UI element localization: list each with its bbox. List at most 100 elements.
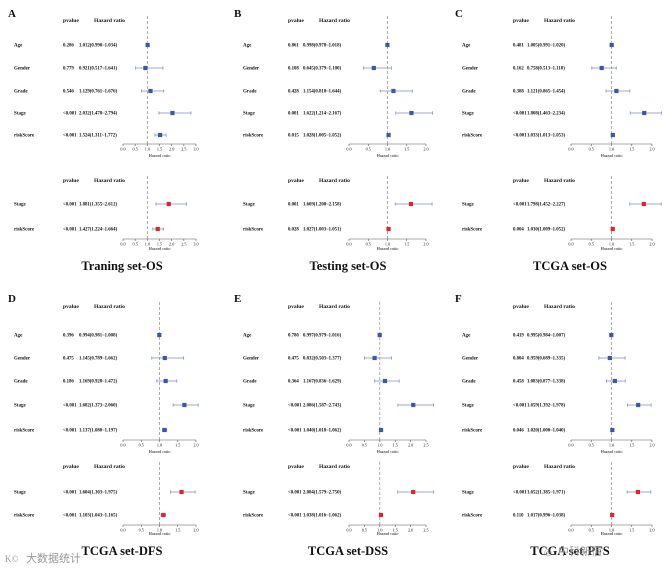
row-label: Stage — [243, 404, 255, 409]
multivariate-forest: pvalue Hazard ratio Stage <0.001 1.652(1.385… — [462, 462, 655, 536]
row-label: Grade — [14, 90, 28, 95]
row-hazard-ratio: 1.121(0.865~1.454) — [527, 90, 565, 95]
x-tick-label: 1.0 — [377, 443, 382, 448]
row-label: riskScore — [462, 134, 483, 139]
x-tick-label: 2.0 — [408, 528, 413, 533]
panel-letter: A — [8, 8, 16, 20]
x-axis-title: Hazard ratio — [149, 246, 172, 251]
row-label: Stage — [14, 404, 26, 409]
pvalue-header: pvalue — [288, 464, 304, 470]
row-pvalue: 0.108 — [288, 67, 299, 72]
x-tick-label: 1.0 — [157, 443, 162, 448]
row-label: Stage — [14, 203, 26, 208]
row-hazard-ratio: 1.005(0.991~1.020) — [527, 44, 565, 49]
hr-marker — [166, 201, 171, 207]
row-pvalue: <0.001 — [63, 429, 77, 434]
row-label: riskScore — [243, 514, 264, 519]
panel-caption: TCGA set-OS — [533, 259, 607, 273]
x-tick-label: 0.0 — [346, 242, 351, 247]
hr-marker — [155, 226, 160, 232]
row-label: Age — [462, 44, 471, 49]
x-tick-label: 0.0 — [120, 528, 125, 533]
x-tick-label: 1.0 — [377, 528, 382, 533]
watermark-logo-icon: K© — [5, 554, 18, 564]
row-pvalue: 0.779 — [63, 67, 74, 72]
hr-marker — [610, 132, 615, 138]
multivariate-forest: pvalue Hazard ratio Stage 0.001 1.609(1.200~… — [243, 176, 433, 251]
row-label: riskScore — [243, 228, 264, 233]
x-tick-label: 0.5 — [366, 242, 371, 247]
row-hazard-ratio: 0.832(0.503~1.377) — [303, 357, 341, 362]
univariate-forest: pvalue Hazard ratio Age 0.286 1.012(0.990~1.… — [14, 16, 199, 158]
forest-row: Stage 0.001 1.622(1.214~2.167) — [243, 110, 433, 117]
row-pvalue: 0.475 — [288, 357, 299, 362]
row-hazard-ratio: 1.154(0.810~1.644) — [303, 90, 341, 95]
forest-row: Gender 0.475 1.145(0.789~1.662) — [14, 355, 185, 362]
x-tick-label: 1.5 — [157, 242, 162, 247]
row-hazard-ratio: 1.129(0.761~1.676) — [79, 90, 117, 95]
row-pvalue: 0.458 — [513, 380, 524, 385]
row-label: Gender — [14, 67, 31, 72]
x-tick-label: 1.0 — [609, 147, 614, 152]
hr-marker — [157, 332, 162, 338]
row-label: Age — [243, 44, 252, 49]
watermark-chat-icon: ◎ — [544, 547, 552, 557]
hr-marker — [642, 110, 647, 116]
forest-row: Stage <0.001 1.652(1.385~1.971) — [462, 489, 652, 496]
hazard-ratio-header: Hazard ratio — [319, 304, 350, 310]
row-hazard-ratio: 1.798(1.452~2.227) — [527, 203, 565, 208]
hazard-ratio-header: Hazard ratio — [544, 304, 575, 310]
row-pvalue: <0.001 — [63, 112, 77, 117]
forest-row: riskScore 0.046 1.020(1.000~1.040) — [462, 427, 615, 434]
forest-row: riskScore <0.001 1.033(1.013~1.053) — [462, 132, 615, 139]
x-axis: 0.0 0.5 1.0 1.5 2.0 Hazard ratio — [568, 143, 655, 158]
row-hazard-ratio: 1.659(1.392~1.978) — [527, 404, 565, 409]
x-tick-label: 2.0 — [649, 242, 654, 247]
hr-marker — [162, 427, 167, 433]
x-tick-label: 1.0 — [385, 242, 390, 247]
row-label: Grade — [462, 90, 476, 95]
row-hazard-ratio: 1.881(1.355~2.612) — [79, 203, 117, 208]
hr-marker — [182, 402, 187, 408]
hr-marker — [371, 65, 376, 71]
row-pvalue: <0.001 — [288, 404, 302, 409]
panel-letter: D — [8, 293, 16, 305]
x-tick-label: 0.5 — [589, 528, 594, 533]
row-label: Stage — [462, 404, 474, 409]
x-tick-label: 0.0 — [568, 528, 573, 533]
x-axis-title: Hazard ratio — [601, 531, 624, 536]
row-hazard-ratio: 1.030(1.009~1.052) — [527, 228, 565, 233]
row-label: Age — [462, 334, 471, 339]
row-label: riskScore — [14, 134, 35, 139]
pvalue-header: pvalue — [513, 304, 529, 310]
row-label: Grade — [243, 380, 257, 385]
forest-row: Stage <0.001 1.798(1.452~2.227) — [462, 201, 662, 208]
multivariate-forest: pvalue Hazard ratio Stage <0.001 2.084(1.579… — [243, 462, 435, 536]
x-axis-title: Hazard ratio — [149, 153, 172, 158]
forest-row: Age 0.481 1.005(0.991~1.020) — [462, 42, 614, 49]
x-tick-label: 1.5 — [629, 528, 634, 533]
x-tick-label: 2.0 — [193, 528, 198, 533]
forest-row: riskScore <0.001 1.038(1.016~1.062) — [243, 512, 384, 519]
forest-row: Stage <0.001 1.881(1.355~2.612) — [14, 201, 187, 208]
hr-marker — [635, 489, 641, 495]
pvalue-header: pvalue — [513, 18, 529, 24]
row-label: riskScore — [14, 429, 35, 434]
row-label: riskScore — [243, 134, 264, 139]
forest-row: Stage <0.001 2.086(1.587~2.743) — [243, 402, 434, 409]
forest-row: riskScore <0.001 1.427(1.224~1.664) — [14, 226, 164, 233]
hr-marker — [382, 378, 388, 384]
x-tick-label: 1.0 — [609, 242, 614, 247]
hazard-ratio-header: Hazard ratio — [319, 464, 350, 470]
forest-row: riskScore 0.015 1.028(1.005~1.052) — [243, 132, 391, 139]
panel-letter: F — [455, 293, 462, 305]
row-hazard-ratio: 1.427(1.224~1.664) — [79, 228, 117, 233]
watermark-right-text: 中科新信 — [558, 544, 602, 558]
forest-row: Gender 0.779 0.921(0.517~1.641) — [14, 65, 164, 72]
univariate-forest: pvalue Hazard ratio Age 0.861 0.998(0.978~1.… — [243, 16, 433, 158]
forest-row: Stage <0.001 2.084(1.579~2.750) — [243, 489, 435, 496]
x-tick-label: 0.5 — [139, 443, 144, 448]
forest-row: Grade 0.364 1.167(0.836~1.629) — [243, 378, 400, 385]
row-pvalue: 0.481 — [513, 44, 524, 49]
